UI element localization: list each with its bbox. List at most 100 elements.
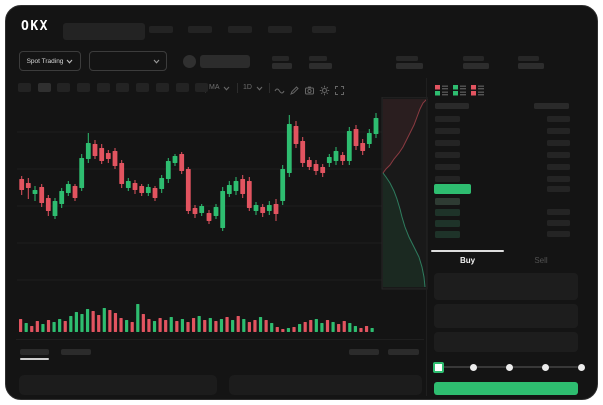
slider-step-dot[interactable] (506, 364, 513, 371)
book-asks-icon[interactable] (471, 83, 484, 96)
candle-body (25, 183, 31, 188)
candle-body (366, 133, 372, 144)
slider-step-dot[interactable] (470, 364, 477, 371)
order-form-field[interactable] (434, 304, 578, 328)
stat-value (463, 63, 489, 69)
bid-row-price[interactable] (435, 220, 460, 227)
timeframe-pill[interactable] (176, 83, 189, 92)
candle-body (340, 155, 346, 161)
okx-logo: OKX (21, 19, 49, 34)
candle-body (280, 169, 286, 201)
order-form-field[interactable] (434, 273, 578, 300)
timeframe-pill[interactable] (136, 83, 149, 92)
volume-bar (264, 320, 268, 332)
candlestick-chart[interactable] (15, 97, 429, 347)
volume-bar (19, 319, 23, 332)
tab-buy[interactable]: Buy (431, 253, 504, 267)
app-window: OKX Spot Trading MA 1D Buy Sell (5, 5, 598, 400)
depth-bid-area (383, 173, 425, 287)
chevron-down-icon (153, 59, 160, 64)
volume-bar (197, 316, 201, 332)
chevron-down-icon[interactable] (256, 86, 263, 91)
timeframe-pill[interactable] (38, 83, 51, 92)
volume-bar (331, 322, 335, 332)
orderbook-header-amount (534, 103, 569, 109)
ask-row-price[interactable] (435, 116, 460, 122)
volume-bar (63, 321, 67, 332)
ask-row-price[interactable] (435, 140, 460, 146)
pair-selector[interactable] (89, 51, 167, 71)
timeframe-pill[interactable] (116, 83, 129, 92)
timeframe-pill[interactable] (156, 83, 169, 92)
stat-label (463, 56, 484, 61)
account-action-button[interactable] (200, 55, 250, 68)
timeframe-pill[interactable] (97, 83, 110, 92)
toolbar-divider (269, 83, 270, 93)
stat-label (272, 56, 289, 61)
chevron-down-icon[interactable] (223, 86, 230, 91)
volume-bar (359, 328, 363, 332)
timeframe-pill[interactable] (195, 83, 208, 92)
volume-bar (325, 320, 330, 332)
candle-body (360, 143, 366, 151)
timeframe-pill[interactable] (57, 83, 70, 92)
depth-ask-area (383, 99, 427, 173)
volume-bar (119, 318, 123, 332)
pencil-icon[interactable] (289, 83, 300, 101)
bid-row-amount (547, 209, 570, 215)
bid-row-price[interactable] (435, 198, 460, 205)
volume-bar (208, 318, 212, 332)
bid-row-price[interactable] (435, 231, 460, 238)
last-price-badge[interactable] (434, 184, 471, 194)
candle-body (72, 186, 78, 198)
candle-body (139, 186, 145, 193)
stat-value (396, 63, 423, 69)
market-type-selector[interactable]: Spot Trading (19, 51, 81, 71)
ask-row-price[interactable] (435, 176, 460, 182)
camera-icon[interactable] (304, 83, 315, 101)
orderbook-header-price (435, 103, 469, 109)
candle-body (105, 153, 111, 159)
volume-bar (52, 322, 56, 332)
active-bottom-tab-indicator (20, 358, 49, 360)
top-nav-item[interactable] (268, 26, 292, 33)
candle-body (353, 129, 359, 146)
bottom-tab[interactable] (61, 349, 91, 355)
ask-row-price[interactable] (435, 152, 460, 158)
gear-icon[interactable] (319, 83, 330, 101)
top-nav-item[interactable] (312, 26, 336, 33)
top-nav-item[interactable] (228, 26, 252, 33)
slider-step-dot[interactable] (542, 364, 549, 371)
tab-sell[interactable]: Sell (504, 253, 578, 267)
expand-icon[interactable] (334, 83, 345, 101)
volume-bar (30, 326, 34, 332)
top-nav-item[interactable] (188, 26, 212, 33)
candle-body (159, 178, 165, 189)
order-form-field[interactable] (434, 332, 578, 352)
slider-handle[interactable] (433, 362, 444, 373)
slider-step-dot[interactable] (578, 364, 585, 371)
book-both-icon[interactable] (435, 83, 448, 96)
bottom-tab[interactable] (349, 349, 379, 355)
avatar[interactable] (183, 55, 196, 68)
ask-row-price[interactable] (435, 164, 460, 170)
timeframe-pill[interactable] (77, 83, 90, 92)
timeframe-pill[interactable] (18, 83, 31, 92)
bottom-tab[interactable] (388, 349, 419, 355)
volume-bar (97, 315, 101, 332)
bid-row-price[interactable] (435, 209, 460, 216)
candle-body (185, 169, 191, 211)
overlay-dropdown[interactable]: MA (209, 84, 220, 91)
ask-row-amount (547, 164, 570, 170)
search-input[interactable] (63, 23, 145, 40)
bottom-tab[interactable] (20, 349, 49, 355)
buy-submit-button[interactable] (434, 382, 578, 395)
candle-body (300, 141, 306, 163)
ask-row-price[interactable] (435, 128, 460, 134)
bottom-panel (229, 375, 422, 395)
volume-bar (164, 320, 168, 332)
top-nav-item[interactable] (149, 26, 173, 33)
wave-icon[interactable] (274, 83, 285, 101)
interval-dropdown[interactable]: 1D (243, 84, 252, 91)
book-bids-icon[interactable] (453, 83, 466, 96)
